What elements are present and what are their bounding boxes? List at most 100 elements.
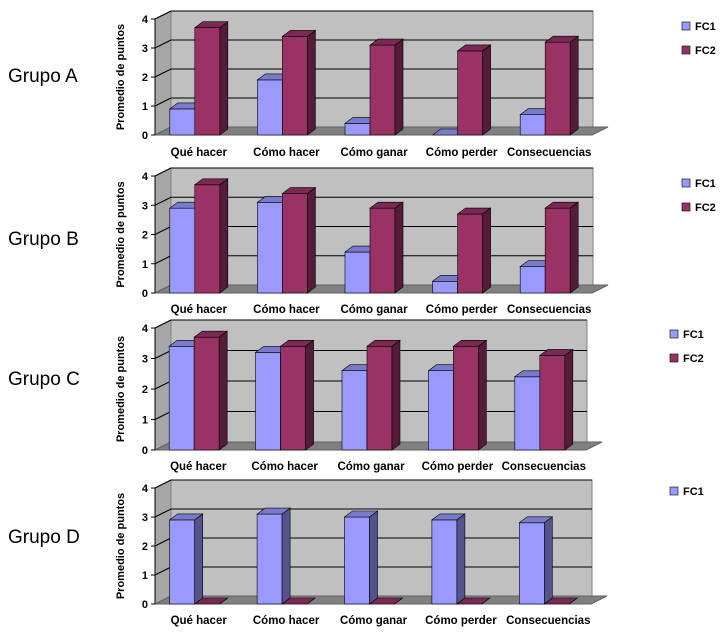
bar-top	[544, 35, 580, 43]
bar-side	[281, 507, 291, 605]
bar-fc2	[543, 597, 579, 605]
y-tick-label: 0	[142, 445, 148, 457]
bar-fc1	[343, 510, 379, 605]
y-tick-label: 2	[142, 230, 148, 242]
y-axis-title: Promedio de puntos	[115, 181, 127, 287]
group-label: Grupo C	[8, 369, 80, 390]
y-tick-label: 3	[142, 512, 148, 524]
y-tick-label: 3	[142, 354, 148, 366]
bar-top	[544, 201, 580, 209]
x-category-label: Consecuencias	[502, 461, 586, 473]
bar-front	[168, 345, 195, 451]
gridline-side	[154, 350, 172, 359]
bar-front	[344, 251, 371, 294]
bar-top	[452, 339, 488, 347]
legend-label: FC1	[695, 178, 716, 190]
gridline-side	[154, 68, 172, 78]
gridline-side	[154, 411, 172, 420]
bar-front	[457, 213, 483, 294]
gridline-side	[154, 39, 172, 49]
bar-fc2	[193, 21, 229, 136]
bar-front	[344, 123, 371, 136]
bar-fc2	[193, 330, 229, 451]
x-category-label: Consecuencias	[507, 147, 591, 159]
bar-side	[482, 207, 491, 294]
y-tick-label: 4	[142, 14, 149, 26]
bar-fc2	[193, 178, 229, 294]
bar-top	[430, 513, 466, 521]
x-category-label: Cómo ganar	[340, 304, 408, 316]
group-label: Grupo B	[8, 229, 79, 250]
gridline-side	[154, 10, 172, 20]
bar-top	[168, 513, 204, 521]
y-tick-label: 1	[142, 415, 148, 427]
x-category-label: Consecuencias	[507, 304, 591, 316]
bar-top	[366, 339, 401, 347]
bar-front	[257, 202, 283, 294]
y-axis-title: Promedio de puntos	[115, 24, 127, 130]
bar-top	[256, 507, 292, 515]
bar-fc2	[281, 597, 317, 605]
y-tick-label: 1	[142, 259, 148, 271]
bar-front	[344, 516, 370, 605]
bar-side	[482, 44, 491, 136]
bar-fc2	[456, 207, 492, 294]
legend-label: FC2	[695, 45, 716, 57]
bar-top	[456, 207, 492, 215]
legend-label: FC1	[683, 486, 704, 498]
bar-fc1	[430, 513, 466, 605]
gridline-side	[154, 255, 172, 265]
bar-fc2	[369, 201, 404, 294]
bar-side	[194, 513, 203, 605]
bar-front	[193, 336, 220, 451]
gridline-side	[154, 196, 172, 206]
x-category-label: Qué hacer	[171, 304, 228, 316]
chart-group-a: 0 1 2 3 4 Promedio de puntos Grupo A Qué hacer C…	[8, 10, 716, 159]
group-label: Grupo D	[8, 527, 80, 548]
bar-fc2	[452, 339, 488, 451]
y-tick-label: 4	[142, 483, 149, 495]
bar-front	[194, 27, 221, 136]
y-tick-label: 2	[142, 541, 148, 553]
legend-label: FC2	[695, 202, 716, 214]
bar-front	[519, 266, 546, 294]
bar-top	[279, 339, 315, 347]
x-category-label: Cómo hacer	[253, 147, 320, 159]
bar-front	[457, 50, 483, 136]
bar-front	[366, 345, 393, 451]
x-category-label: Cómo ganar	[340, 147, 408, 159]
y-tick-label: 4	[142, 323, 149, 335]
legend-label: FC2	[683, 353, 704, 365]
y-tick-label: 2	[142, 384, 148, 396]
bar-side	[564, 348, 574, 451]
legend-swatch	[681, 21, 691, 31]
bar-fc2	[455, 597, 491, 605]
gridline-side	[154, 537, 172, 547]
bar-top	[281, 30, 317, 37]
bar-top	[368, 597, 404, 605]
x-category-label: Cómo hacer	[251, 461, 318, 473]
x-category-label: Cómo perder	[426, 304, 498, 316]
bar-fc2	[456, 44, 492, 136]
bar-top	[343, 510, 379, 518]
bar-fc2	[538, 348, 574, 451]
chart-group-d: 0 1 2 3 4 Promedio de puntos Grupo D Qué hacer C…	[8, 479, 704, 627]
bar-front	[194, 184, 221, 294]
y-tick-label: 3	[142, 43, 148, 55]
bar-side	[456, 513, 466, 605]
y-axis-title: Promedio de puntos	[115, 493, 127, 599]
bar-side	[369, 510, 378, 605]
bar-fc2	[193, 597, 229, 605]
bar-front	[519, 114, 546, 136]
bar-side	[219, 178, 229, 294]
bar-top	[193, 597, 229, 605]
bar-front	[514, 376, 541, 451]
bar-fc2	[279, 339, 315, 451]
bar-fc2	[369, 38, 404, 136]
bar-top	[538, 349, 574, 356]
bar-front	[428, 370, 454, 451]
bar-top	[369, 38, 404, 46]
x-category-label: Cómo perder	[425, 615, 497, 627]
bar-front	[518, 522, 545, 605]
